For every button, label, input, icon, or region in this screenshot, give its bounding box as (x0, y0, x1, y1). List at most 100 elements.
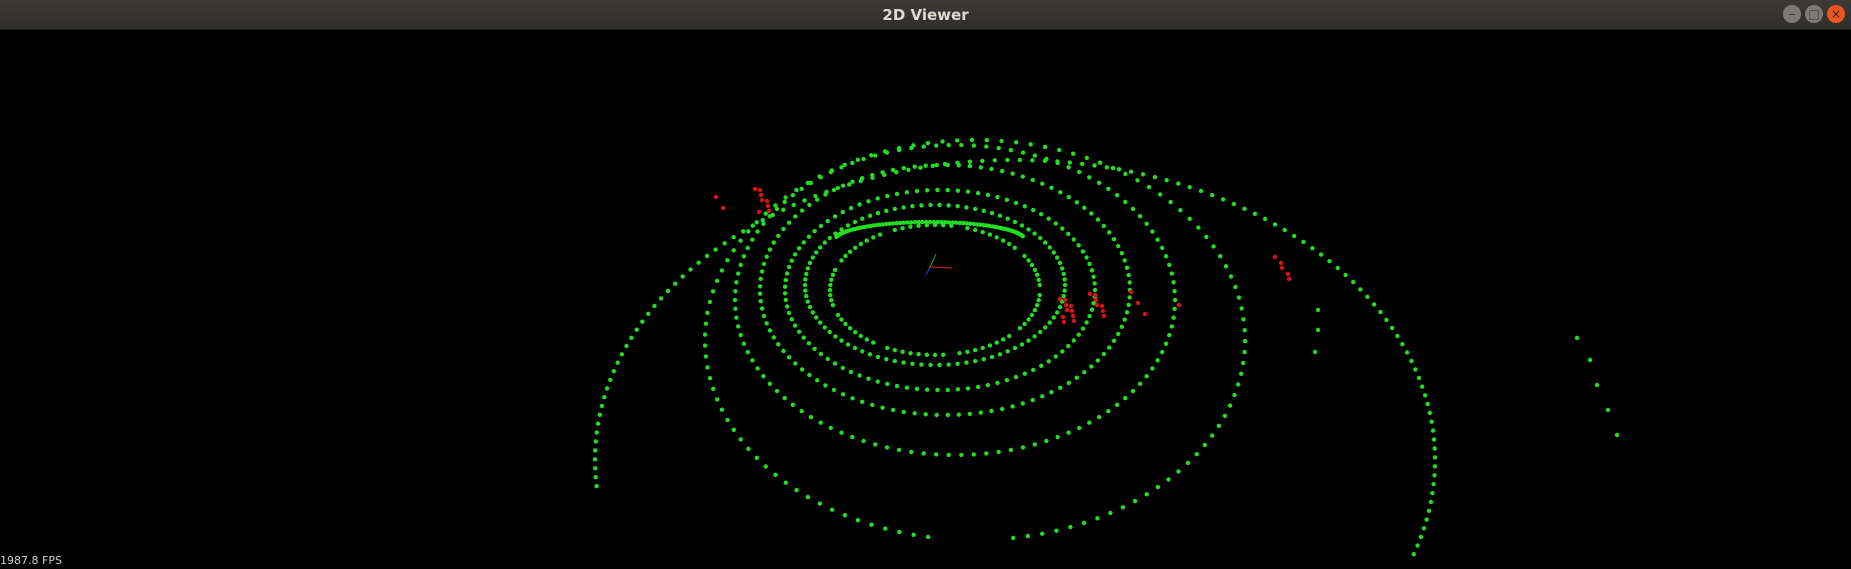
ground-point (817, 174, 822, 179)
ground-point (1011, 535, 1016, 541)
ground-point (898, 220, 903, 226)
obstacle-point (1278, 260, 1284, 266)
ground-point (814, 315, 819, 320)
ground-point (1097, 160, 1103, 165)
obstacle-point (1057, 296, 1063, 302)
ground-point (932, 222, 938, 228)
ground-point (892, 206, 897, 212)
y-axis-line (929, 253, 937, 268)
ground-point (1047, 320, 1053, 325)
fps-counter: 1987.8 FPS (0, 554, 62, 567)
ground-point (1095, 358, 1101, 363)
ground-point (1031, 207, 1036, 213)
ground-point (796, 246, 802, 251)
ground-point (771, 240, 776, 245)
maximize-button[interactable]: □ (1805, 5, 1823, 23)
ground-point (850, 179, 855, 184)
ground-point (608, 377, 613, 382)
ground-point (825, 356, 830, 362)
ground-point (1169, 271, 1175, 276)
obstacle-point (1064, 307, 1070, 313)
ground-point (731, 235, 736, 240)
ground-point (1080, 249, 1086, 254)
ground-point (1160, 245, 1165, 251)
obstacle-point (1061, 319, 1067, 325)
ground-point (1042, 144, 1048, 150)
ground-point (1022, 204, 1027, 209)
ground-point (1046, 359, 1051, 364)
ground-point (736, 271, 741, 276)
minimize-button[interactable]: – (1783, 5, 1801, 23)
obstacle-point (713, 194, 719, 200)
ground-point (830, 272, 836, 277)
ground-point (818, 320, 823, 325)
ground-point (1365, 294, 1370, 299)
ground-point (1092, 163, 1097, 168)
ground-point (1400, 342, 1405, 347)
ground-point (892, 227, 897, 233)
ground-point (869, 522, 874, 527)
ground-point (890, 407, 896, 413)
ground-point (1371, 302, 1377, 307)
ground-point (1196, 225, 1201, 230)
ground-point (885, 381, 890, 387)
ground-point (732, 297, 738, 303)
ground-point (790, 402, 796, 407)
obstacle-point (758, 192, 764, 198)
ground-point (774, 206, 780, 212)
ground-point (1014, 140, 1019, 145)
ground-point (1312, 349, 1318, 355)
ground-point (1047, 245, 1053, 250)
ground-point (1310, 246, 1315, 251)
ground-point (1042, 158, 1048, 163)
ground-point (818, 351, 824, 357)
ground-point (1150, 229, 1155, 234)
ground-point (1040, 394, 1045, 399)
ground-point (946, 452, 951, 458)
ground-point (1066, 194, 1072, 200)
ground-point (995, 194, 1000, 200)
ground-point (1108, 510, 1113, 516)
ground-point (927, 219, 933, 225)
ground-point (725, 417, 730, 423)
ground-point (593, 466, 598, 471)
ground-point (925, 188, 930, 193)
ground-point (1415, 543, 1420, 548)
ground-point (1089, 268, 1095, 273)
ground-point (1087, 313, 1092, 319)
ground-point (1430, 428, 1436, 433)
ground-point (604, 386, 610, 391)
ground-point (1422, 393, 1428, 398)
ground-point (1031, 367, 1036, 373)
ground-point (1262, 216, 1268, 222)
ground-point (1425, 401, 1430, 407)
ground-point (1091, 274, 1096, 279)
ground-point (782, 291, 788, 296)
ground-point (981, 208, 986, 213)
ground-point (1037, 292, 1042, 298)
ground-point (808, 414, 814, 420)
ground-point (984, 144, 989, 149)
close-button[interactable]: × (1827, 5, 1845, 23)
title-bar[interactable]: 2D Viewer – □ × (0, 0, 1851, 30)
ground-point (987, 232, 993, 237)
ground-point (611, 369, 616, 374)
ground-point (1432, 473, 1437, 478)
ground-point (916, 219, 921, 225)
ground-point (597, 412, 602, 417)
point-cloud-viewport[interactable]: 1987.8 FPS (0, 30, 1851, 569)
ground-point (1062, 277, 1067, 282)
obstacle-point (752, 186, 758, 192)
ground-point (924, 223, 929, 228)
ground-point (738, 238, 743, 243)
ground-point (1025, 533, 1031, 539)
ground-point (1074, 200, 1080, 205)
ground-point (736, 324, 741, 329)
ground-point (1242, 349, 1247, 355)
ground-point (794, 187, 799, 193)
ground-point (914, 188, 920, 194)
ground-point (1127, 295, 1132, 300)
ground-point (806, 341, 812, 346)
ground-point (1140, 172, 1146, 177)
ground-point (755, 229, 760, 234)
